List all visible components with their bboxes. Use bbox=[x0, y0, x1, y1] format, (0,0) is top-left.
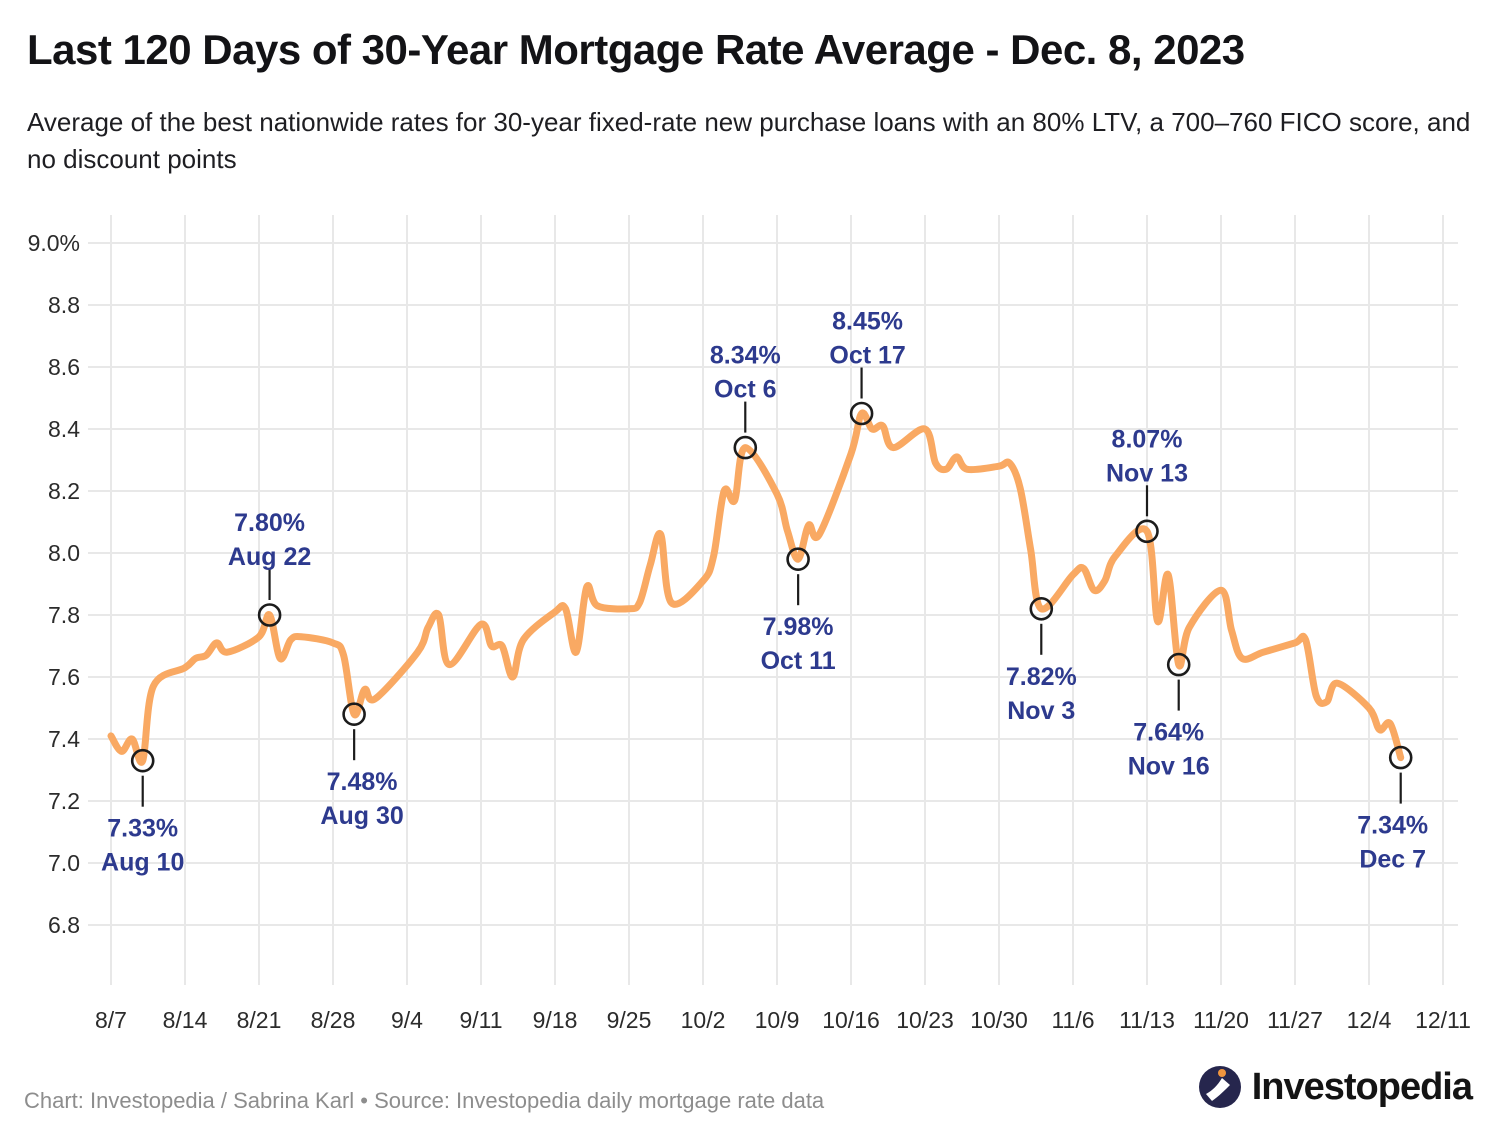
x-axis-tick-label: 11/13 bbox=[1119, 1007, 1175, 1033]
annotation-nov-13: 8.07% Nov 13 bbox=[1106, 425, 1188, 544]
annotation-value-label: 7.33% bbox=[107, 815, 178, 843]
x-axis-tick-label: 9/18 bbox=[533, 1007, 578, 1033]
grid bbox=[88, 215, 1458, 985]
data-point-marker bbox=[257, 603, 282, 627]
x-axis-tick-label: 8/14 bbox=[163, 1007, 208, 1033]
annotation-dec-7: 7.34% Dec 7 bbox=[1357, 745, 1428, 874]
data-point-marker bbox=[1388, 745, 1413, 770]
chart-subtitle: Average of the best nationwide rates for… bbox=[27, 107, 1471, 174]
y-axis-tick-label: 7.4 bbox=[48, 726, 80, 752]
x-axis-tick-label: 8/7 bbox=[95, 1007, 127, 1033]
annotation-date-label: Dec 7 bbox=[1359, 846, 1426, 874]
data-point-marker bbox=[1029, 596, 1054, 621]
axis-labels: 9.0% 8.8 8.6 8.4 8.2 8.0 7.8 7.6 7.4 7.2 7.0 6.8 8/7… bbox=[28, 230, 1471, 1033]
x-axis-tick-label: 10/16 bbox=[822, 1007, 880, 1033]
y-axis-tick-label: 8.4 bbox=[48, 416, 80, 442]
annotation-date-label: Aug 22 bbox=[228, 543, 311, 571]
annotation-date-label: Nov 13 bbox=[1106, 459, 1188, 487]
annotation-value-label: 8.34% bbox=[710, 342, 781, 370]
y-axis-tick-label: 8.0 bbox=[48, 540, 80, 566]
credit-line: Chart: Investopedia / Sabrina Karl • Sou… bbox=[24, 1088, 825, 1113]
x-axis-tick-label: 9/25 bbox=[607, 1007, 652, 1033]
data-point-marker bbox=[1166, 652, 1191, 677]
data-point-marker bbox=[342, 702, 366, 727]
data-point-marker bbox=[849, 401, 874, 426]
x-axis-tick-label: 10/9 bbox=[755, 1007, 800, 1033]
annotation-value-label: 8.45% bbox=[832, 308, 903, 336]
annotation-date-label: Nov 16 bbox=[1128, 753, 1210, 781]
annotation-value-label: 7.98% bbox=[763, 613, 834, 641]
annotation-oct-17: 8.45% Oct 17 bbox=[829, 308, 906, 426]
annotation-value-label: 7.48% bbox=[327, 768, 398, 796]
annotation-oct-11: 7.98% Oct 11 bbox=[761, 547, 836, 675]
annotation-date-label: Oct 17 bbox=[829, 342, 905, 370]
annotation-value-label: 7.82% bbox=[1006, 663, 1077, 691]
annotation-aug-10: 7.33% Aug 10 bbox=[101, 748, 184, 877]
annotation-value-label: 7.64% bbox=[1133, 719, 1204, 747]
data-point-marker bbox=[733, 435, 758, 460]
data-point-marker bbox=[1135, 519, 1159, 544]
annotation-aug-30: 7.48% Aug 30 bbox=[320, 702, 404, 830]
data-point-marker bbox=[130, 748, 155, 773]
x-axis-tick-label: 11/20 bbox=[1193, 1007, 1249, 1033]
x-axis-tick-label: 11/27 bbox=[1267, 1007, 1323, 1033]
annotation-value-label: 7.80% bbox=[234, 509, 305, 537]
y-axis-tick-label: 8.2 bbox=[48, 478, 80, 504]
rate-line bbox=[107, 409, 1405, 766]
annotation-date-label: Aug 10 bbox=[101, 849, 184, 877]
investopedia-logo: Investopedia bbox=[1197, 1064, 1473, 1110]
x-axis-tick-label: 12/4 bbox=[1347, 1007, 1392, 1033]
y-axis-tick-label: 9.0% bbox=[28, 230, 80, 256]
x-axis-tick-label: 10/23 bbox=[896, 1007, 954, 1033]
investopedia-logo-icon bbox=[1198, 1066, 1241, 1108]
x-axis-tick-label: 8/28 bbox=[311, 1007, 356, 1033]
y-axis-tick-label: 7.6 bbox=[48, 664, 80, 690]
annotation-nov-16: 7.64% Nov 16 bbox=[1128, 652, 1210, 781]
y-axis-tick-label: 7.8 bbox=[48, 602, 80, 628]
annotation-nov-3: 7.82% Nov 3 bbox=[1006, 596, 1077, 725]
y-axis-tick-label: 7.0 bbox=[48, 850, 80, 876]
x-axis-tick-label: 10/2 bbox=[681, 1007, 726, 1033]
page-title: Last 120 Days of 30-Year Mortgage Rate A… bbox=[27, 26, 1245, 73]
y-axis-tick-label: 8.8 bbox=[48, 292, 80, 318]
annotation-date-label: Nov 3 bbox=[1007, 697, 1075, 725]
data-point-marker bbox=[786, 547, 810, 572]
x-axis-tick-label: 12/11 bbox=[1415, 1007, 1471, 1033]
x-axis-tick-label: 11/6 bbox=[1051, 1007, 1094, 1033]
annotation-value-label: 7.34% bbox=[1357, 812, 1428, 840]
annotation-oct-6: 8.34% Oct 6 bbox=[710, 342, 781, 460]
annotation-date-label: Oct 6 bbox=[714, 376, 777, 404]
y-axis-tick-label: 8.6 bbox=[48, 354, 80, 380]
annotation-value-label: 8.07% bbox=[1112, 425, 1183, 453]
x-axis-tick-label: 9/11 bbox=[459, 1007, 502, 1033]
y-axis-tick-label: 7.2 bbox=[48, 788, 80, 814]
annotation-date-label: Aug 30 bbox=[320, 802, 403, 830]
y-axis-tick-label: 6.8 bbox=[48, 912, 80, 938]
x-axis-tick-label: 9/4 bbox=[391, 1007, 423, 1033]
annotation-date-label: Oct 11 bbox=[761, 647, 836, 675]
annotation-aug-22: 7.80% Aug 22 bbox=[228, 509, 311, 627]
x-axis-tick-label: 8/21 bbox=[237, 1007, 282, 1033]
x-axis-tick-label: 10/30 bbox=[970, 1007, 1028, 1033]
investopedia-wordmark: Investopedia bbox=[1251, 1065, 1473, 1108]
